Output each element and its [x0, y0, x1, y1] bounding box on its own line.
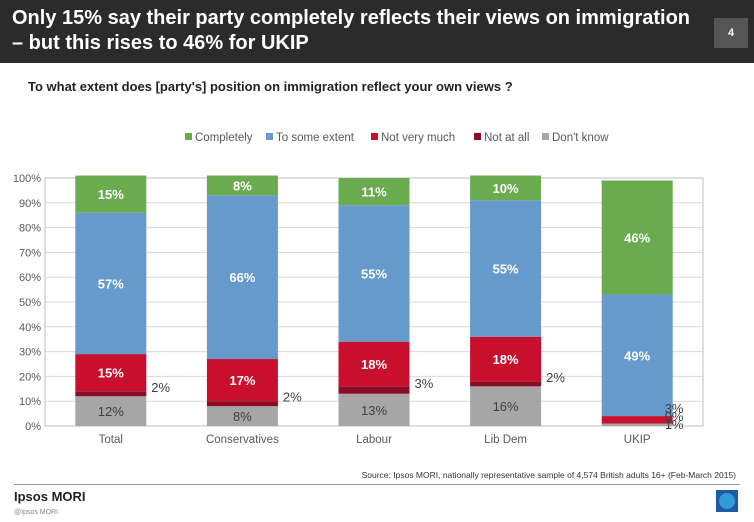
bar-segment [206, 406, 278, 426]
legend-label: Completely [195, 132, 253, 144]
data-label: 3% [415, 376, 434, 391]
bar-segment [601, 294, 673, 417]
data-label: 18% [361, 357, 387, 372]
data-label: 55% [493, 262, 519, 277]
legend-label: Not very much [381, 132, 455, 144]
bar-segment [206, 401, 278, 407]
data-label: 2% [151, 380, 170, 395]
copyright-text: @Ipsos MORI [14, 509, 59, 516]
bar-segment [75, 175, 147, 213]
legend-swatch [542, 133, 549, 140]
data-label: 2% [283, 390, 302, 405]
bar-segment [338, 341, 410, 387]
category-label: UKIP [624, 434, 651, 446]
data-label: 2% [546, 370, 565, 385]
bar-segment [75, 354, 147, 392]
title-banner: Only 15% say their party completely refl… [0, 0, 754, 63]
bar-segment [601, 423, 673, 426]
bar-segment [470, 200, 542, 337]
legend-swatch [474, 133, 481, 140]
question-text: To what extent does [party's] position o… [28, 79, 513, 94]
y-tick-label: 90% [19, 198, 41, 210]
legend-label: To some extent [276, 132, 355, 144]
bar-segment [75, 391, 147, 397]
footer-divider [14, 484, 740, 485]
data-label: 15% [98, 187, 124, 202]
y-tick-label: 10% [19, 396, 41, 408]
data-label: 11% [361, 185, 387, 200]
data-label: 17% [229, 373, 255, 388]
legend-swatch [266, 133, 273, 140]
legend-swatch [371, 133, 378, 140]
y-tick-label: 40% [19, 322, 41, 334]
bar-segment [338, 393, 410, 426]
source-note: Source: Ipsos MORI, nationally represent… [361, 470, 736, 480]
bar-segment [601, 180, 673, 295]
bar-segment [206, 175, 278, 196]
y-tick-label: 50% [19, 297, 41, 309]
data-label: 16% [493, 399, 519, 414]
category-label: Conservatives [206, 434, 279, 446]
data-label: 0% [665, 409, 684, 424]
bar-segment [75, 396, 147, 426]
bar-segment [338, 386, 410, 394]
bar-segment [601, 416, 673, 424]
bar-segment [470, 381, 542, 387]
legend-label: Not at all [484, 132, 529, 144]
data-label: 12% [98, 404, 124, 419]
data-label: 18% [493, 352, 519, 367]
y-tick-label: 80% [19, 223, 41, 235]
data-label: 8% [233, 178, 252, 193]
y-tick-label: 70% [19, 247, 41, 259]
category-label: Lib Dem [484, 434, 527, 446]
category-label: Total [99, 434, 123, 446]
data-label: 49% [624, 348, 650, 363]
data-label: 15% [98, 366, 124, 381]
category-label: Labour [356, 434, 392, 446]
y-tick-label: 20% [19, 371, 41, 383]
bar-segment [470, 175, 542, 201]
legend-swatch [185, 133, 192, 140]
data-label: 10% [493, 181, 519, 196]
y-tick-label: 60% [19, 272, 41, 284]
y-tick-label: 0% [25, 421, 41, 433]
bar-segment [470, 386, 542, 426]
data-label: 46% [624, 231, 650, 246]
bar-segment [206, 195, 278, 360]
page-number: 4 [714, 18, 748, 48]
y-tick-label: 30% [19, 347, 41, 359]
legend-label: Don't know [552, 132, 609, 144]
data-label: 8% [233, 409, 252, 424]
bar-segment [75, 212, 147, 355]
data-label: 55% [361, 266, 387, 281]
data-label: 13% [361, 403, 387, 418]
y-tick-label: 100% [13, 173, 41, 185]
bar-segment [470, 336, 542, 382]
bar-segment [338, 178, 410, 206]
data-label: 1% [665, 417, 684, 432]
stacked-bar-chart: 0% 10% 20% 30% 40% 50% 60% 70% 80% 90% 100% Complet… [13, 132, 704, 446]
bar-segment [206, 359, 278, 402]
bar-segment [338, 205, 410, 342]
data-label: 66% [229, 270, 255, 285]
data-label: 3% [665, 401, 684, 416]
data-label: 57% [98, 276, 124, 291]
slide-title: Only 15% say their party completely refl… [12, 7, 691, 54]
ipsos-logo-icon [716, 490, 738, 512]
logo-circle [719, 493, 735, 509]
brand-name: Ipsos MORI [14, 489, 86, 504]
